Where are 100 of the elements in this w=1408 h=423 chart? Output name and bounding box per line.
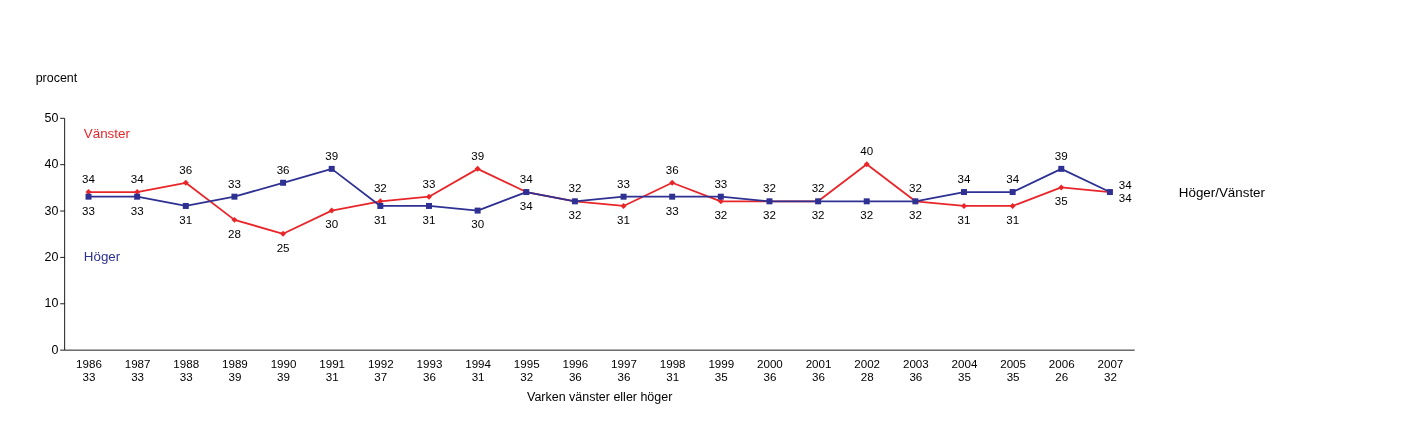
data-label: 40 [860, 145, 874, 158]
data-label: 32 [373, 182, 387, 195]
point [620, 202, 627, 209]
data-label: 31 [957, 213, 971, 226]
data-label: 30 [325, 218, 339, 231]
y-tick-label: 40 [44, 157, 59, 172]
data-label: 31 [1006, 213, 1020, 226]
point [961, 202, 967, 209]
data-label: 34 [1006, 173, 1020, 186]
x-tick-label: 2002 28 [854, 357, 881, 384]
point [863, 198, 870, 205]
data-label: 35 [1054, 195, 1068, 208]
point [377, 202, 384, 209]
text: Höger/Vänster [1178, 184, 1266, 200]
data-label: 36 [276, 163, 290, 176]
point [328, 165, 335, 172]
point [669, 179, 676, 186]
point [85, 193, 92, 200]
data-label: 34 [519, 173, 534, 186]
point [669, 193, 676, 200]
data-label: 32 [811, 182, 825, 195]
x-tick-label: 2007 32 [1097, 357, 1124, 384]
y-tick-label: 30 [44, 203, 59, 218]
data-label: 33 [130, 204, 144, 217]
x-tick-label: 1994 31 [465, 357, 492, 384]
point [1009, 202, 1016, 209]
x-tick-label: 1996 36 [562, 357, 589, 384]
point [1009, 189, 1016, 196]
data-label: 33 [422, 177, 436, 190]
x-tick-label: 1995 32 [513, 357, 540, 384]
y-tick-label: 20 [44, 249, 59, 264]
x-tick-label: 1991 31 [319, 357, 346, 384]
text: Höger [83, 248, 121, 264]
data-label: 36 [179, 163, 193, 176]
data-label: 31 [422, 213, 436, 226]
x-tick-label: 2001 36 [805, 357, 832, 384]
point [231, 193, 238, 200]
data-label: 32 [908, 209, 922, 222]
point [961, 189, 967, 196]
x-tick-label: 1986 33 [76, 357, 102, 384]
x-tick-label: 1990 39 [270, 357, 297, 384]
point [231, 216, 238, 223]
data-label: 39 [325, 149, 339, 162]
data-label: 33 [617, 177, 630, 190]
point [426, 193, 432, 200]
data-label: 28 [227, 227, 241, 240]
data-label: 32 [714, 209, 728, 222]
x-tick-label: 2005 35 [1000, 357, 1026, 384]
point [1058, 184, 1065, 191]
data-label: 32 [860, 209, 874, 222]
x-tick-label: 2003 36 [902, 357, 929, 384]
y-tick-label: 10 [44, 296, 59, 311]
data-label: 32 [763, 209, 776, 222]
point [474, 165, 481, 172]
data-label: 32 [763, 182, 776, 195]
x-tick-label: 2004 35 [951, 357, 978, 384]
data-label: 31 [179, 213, 193, 226]
data-label: 31 [617, 213, 630, 226]
data-label: 32 [568, 182, 582, 195]
data-label: 34 [1118, 179, 1133, 192]
x-tick-label: 1999 35 [708, 357, 735, 384]
y-tick-label: 50 [44, 110, 59, 125]
x-tick-label: 2006 26 [1048, 357, 1075, 384]
data-label: 32 [908, 182, 922, 195]
point [474, 207, 481, 214]
point [134, 193, 141, 200]
data-label: 39 [1054, 149, 1068, 162]
point [182, 202, 189, 209]
y-tick-label: 0 [51, 342, 59, 357]
point [280, 230, 287, 237]
x-tick-label: 1987 33 [124, 357, 151, 384]
data-label: 34 [519, 199, 534, 212]
data-label: 39 [471, 149, 485, 162]
data-label: 33 [227, 177, 241, 190]
point [280, 179, 287, 186]
point [717, 193, 724, 200]
data-label: 33 [665, 204, 679, 217]
point [620, 193, 627, 200]
y-axis-title: procent [35, 71, 78, 86]
data-label: 25 [276, 241, 290, 254]
x-tick-label: 1998 31 [659, 357, 686, 384]
x-tick-label: 1989 39 [222, 357, 248, 384]
data-label: 32 [811, 209, 825, 222]
data-label: 33 [714, 177, 728, 190]
text: Vänster [83, 126, 131, 142]
data-label: 33 [82, 204, 95, 217]
point [1058, 165, 1065, 172]
x-tick-label: 1997 36 [611, 357, 637, 384]
point [426, 202, 432, 209]
data-label: 31 [373, 213, 387, 226]
data-label: 36 [665, 163, 679, 176]
point [328, 207, 335, 214]
data-label: 32 [568, 209, 582, 222]
data-label: 34 [130, 173, 145, 186]
data-label: 30 [471, 218, 485, 231]
point [182, 179, 189, 186]
x-axis-title: Varken vänster eller höger [527, 389, 673, 404]
x-tick-label: 1988 33 [173, 357, 200, 384]
data-label: 34 [82, 173, 96, 186]
data-label: 34 [1118, 191, 1133, 204]
